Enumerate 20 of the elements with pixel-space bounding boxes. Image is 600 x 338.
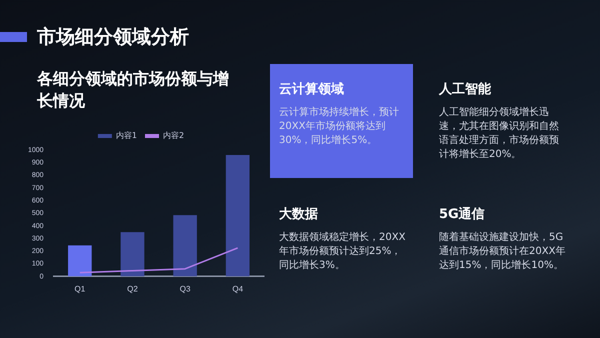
text: 大数据领域稳定增长，20XX年市场份额预计达到25%，同比增长3%。 — [279, 231, 406, 273]
bar — [173, 215, 197, 276]
text: 5G通信 — [439, 206, 486, 223]
bar — [68, 245, 92, 276]
text: 人工智能细分领域增长迅速，尤其在图像识别和自然语言处理方面，市场份额预计将增长至20%。 — [439, 106, 560, 162]
text: 随着基础设施建设加快，5G通信市场份额预计在20XX年达到15%，同比增长10%。 — [439, 231, 566, 273]
legend-label: 内容1 — [116, 131, 138, 140]
x-tick-label: Q2 — [127, 284, 138, 294]
text: 云计算领域 — [279, 81, 345, 98]
bar — [226, 155, 250, 276]
x-tick-label: Q3 — [180, 284, 191, 294]
x-tick-label: Q4 — [232, 284, 244, 294]
text: 云计算市场持续增长，预计20XX年市场份额将达到30%，同比增长5%。 — [279, 106, 400, 148]
text: 人工智能 — [439, 81, 492, 98]
text: 大数据 — [279, 206, 319, 223]
x-tick-label: Q1 — [74, 284, 86, 294]
bar — [120, 232, 144, 276]
chart-subtitle: 各细分领域的市场份额与增长情况 — [37, 68, 230, 112]
chart-title: 市场细分领域分析 — [37, 25, 189, 50]
legend-label: 内容2 — [163, 131, 184, 140]
